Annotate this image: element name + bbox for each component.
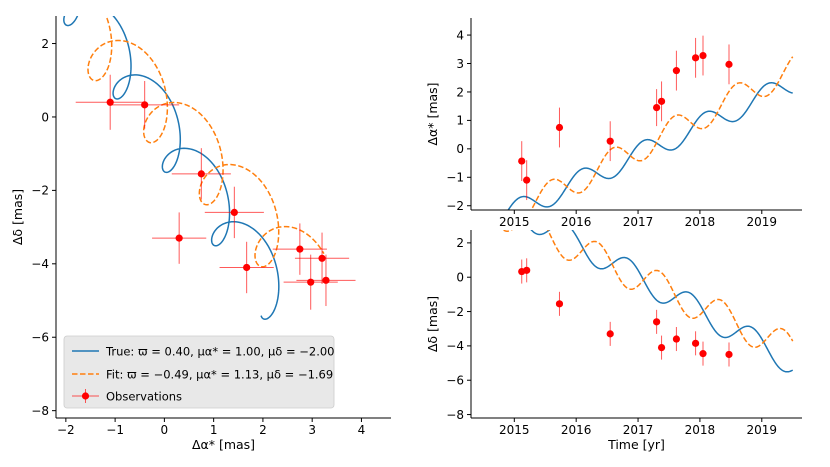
x-tick-label: 3	[308, 423, 316, 437]
top-right-panel-ra-vs-time: 2015 2016 2017 2018 2019 4 3 2 1 0 −1 −2 Δα* [mas]	[425, 18, 802, 229]
observation-point	[725, 350, 733, 359]
legend-obs-marker	[81, 392, 90, 400]
observation-point	[657, 97, 666, 105]
observation-point	[230, 208, 238, 217]
y-tick-label: −6	[31, 331, 49, 345]
observation-point	[175, 234, 183, 242]
observation-point	[141, 101, 149, 109]
y-tick-label: −4	[31, 257, 49, 271]
observation-point	[691, 54, 700, 62]
legend-obs-label: Observations	[106, 390, 182, 404]
x-tick-label: 2019	[747, 423, 778, 437]
observation-point	[606, 137, 614, 145]
curves-layer	[63, 16, 325, 320]
curves-layer	[502, 230, 794, 373]
legend-true-label: True: ϖ = 0.40, μα* = 1.00, μδ = −2.00	[105, 345, 335, 359]
legend-fit-label: Fit: ϖ = −0.49, μα* = 1.13, μδ = −1.69	[106, 368, 333, 382]
x-tick-label: 2	[259, 423, 267, 437]
y-tick-label: −6	[446, 374, 464, 388]
x-tick-label: 0	[161, 423, 169, 437]
observation-point	[699, 350, 707, 358]
observation-point	[106, 98, 114, 106]
observation-point	[523, 266, 531, 274]
y-tick-label: −2	[446, 305, 464, 319]
observation-point	[296, 245, 304, 253]
observation-point	[523, 176, 531, 184]
y-tick-label: 0	[41, 110, 49, 124]
x-tick-label: 2015	[499, 423, 530, 437]
observation-point	[322, 276, 330, 284]
x-tick-label: 4	[358, 423, 366, 437]
y-axis-label: Δδ [mas]	[10, 189, 25, 245]
observation-point	[318, 254, 326, 262]
observation-point	[672, 67, 681, 75]
observation-point	[691, 339, 700, 347]
observation-point	[606, 330, 614, 338]
x-tick-label: 2017	[623, 215, 654, 229]
x-tick-label: 2018	[685, 423, 716, 437]
observation-point	[243, 263, 251, 272]
y-tick-label: 2	[456, 236, 464, 250]
observation-point	[653, 104, 661, 112]
y-tick-label: −8	[31, 404, 49, 418]
y-tick-label: −2	[31, 184, 49, 198]
x-tick-label: 2019	[747, 215, 778, 229]
y-tick-label: 0	[456, 271, 464, 285]
x-axis-label: Δα* [mas]	[192, 437, 255, 452]
x-tick-label: 1	[210, 423, 218, 437]
observation-point	[699, 51, 707, 60]
observation-point	[197, 170, 205, 178]
series-line-fit	[502, 230, 794, 349]
y-tick-label: 0	[456, 142, 464, 156]
observation-point	[555, 123, 564, 132]
x-tick-label: 2017	[623, 423, 654, 437]
x-tick-label: −2	[57, 423, 75, 437]
series-line-fit	[530, 56, 794, 210]
y-tick-label: 2	[456, 85, 464, 99]
observation-point	[657, 344, 666, 352]
x-tick-label: 2016	[561, 215, 592, 229]
x-tick-label: 2015	[499, 215, 530, 229]
observation-point	[307, 278, 315, 286]
legend: True: ϖ = 0.40, μα* = 1.00, μδ = −2.00 F…	[63, 335, 335, 409]
y-tick-label: −1	[446, 171, 464, 185]
y-tick-label: 3	[456, 57, 464, 71]
x-tick-label: 2016	[561, 423, 592, 437]
x-tick-label: −1	[106, 423, 124, 437]
observation-point	[725, 60, 733, 68]
curves-layer	[507, 56, 794, 210]
x-tick-label: 2018	[685, 215, 716, 229]
observation-point	[653, 318, 661, 326]
bottom-right-panel-dec-vs-time: 2015 2016 2017 2018 2019 2 0 −2 −4 −6 −8 Time [yr] Δ…	[425, 230, 802, 452]
observation-point	[672, 335, 681, 343]
y-tick-label: −4	[446, 339, 464, 353]
series-line-true	[507, 82, 793, 210]
series-line-true	[63, 16, 280, 320]
legend-box	[63, 335, 335, 409]
observation-point	[555, 300, 564, 308]
series-line-true	[530, 230, 794, 373]
y-axis-label: Δα* [mas]	[425, 82, 440, 145]
y-tick-label: 4	[456, 28, 464, 42]
y-tick-label: −2	[446, 199, 464, 213]
observation-point	[518, 157, 526, 165]
series-line-fit	[87, 16, 325, 268]
x-axis-label: Time [yr]	[607, 437, 665, 452]
left-panel-sky-track: −2 −1 0 1 2 3 4 2 0 −2 −4 −6 −8 Δα* [mas] Δδ [mas]	[10, 16, 391, 452]
y-tick-label: −8	[446, 408, 464, 422]
y-tick-label: 2	[41, 37, 49, 51]
y-axis-label: Δδ [mas]	[425, 296, 440, 352]
y-tick-label: 1	[456, 114, 464, 128]
